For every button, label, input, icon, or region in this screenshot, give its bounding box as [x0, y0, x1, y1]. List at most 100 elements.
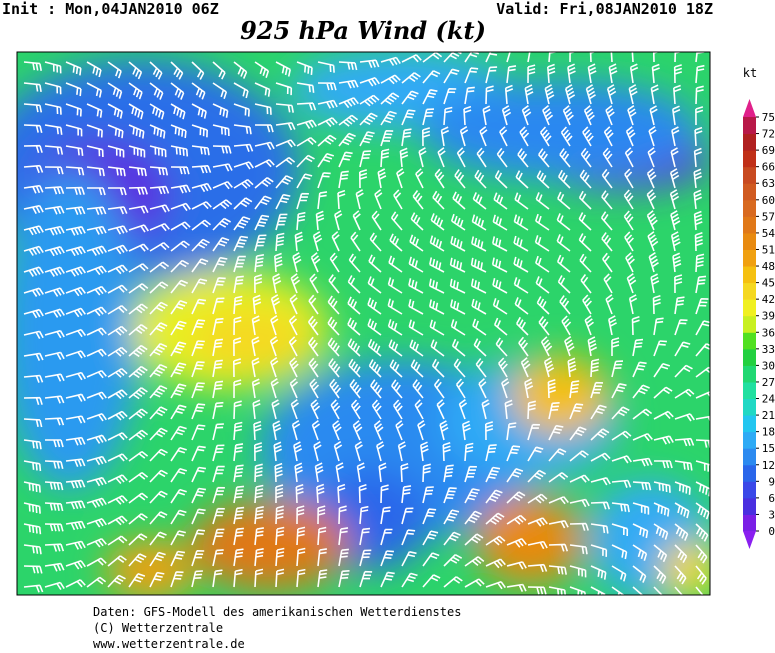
wind-barb [391, 379, 403, 399]
wind-barb [107, 145, 125, 158]
wind-barb [524, 378, 534, 399]
wind-barb [443, 553, 463, 567]
wind-barb [513, 214, 529, 231]
wind-barb [254, 234, 267, 252]
colorbar-swatch [743, 266, 756, 284]
wind-barb [605, 294, 614, 315]
wind-barb [313, 441, 322, 462]
wind-barb [128, 103, 144, 120]
wind-barb [569, 544, 588, 555]
wind-barb [233, 255, 246, 273]
wind-barb [149, 469, 168, 483]
wind-barb [254, 506, 264, 525]
wind-barb [654, 460, 673, 469]
wind-barb [309, 273, 319, 294]
wind-barb [674, 388, 695, 399]
wind-barb [338, 548, 349, 567]
wind-barb [44, 205, 65, 215]
wind-barb [378, 462, 387, 483]
wind-barb [417, 420, 426, 441]
wind-barb [270, 378, 279, 399]
wind-barb [274, 252, 283, 273]
wind-barb [632, 544, 648, 561]
wind-barb [380, 550, 394, 567]
wind-barb [674, 341, 691, 357]
colorbar-label: 18 [762, 426, 775, 439]
wind-barb [191, 424, 206, 441]
wind-barb [387, 319, 403, 336]
wind-barb [514, 297, 529, 315]
wind-barb [128, 263, 149, 273]
wind-barb [506, 445, 521, 462]
wind-barb [580, 274, 592, 294]
wind-barb [149, 166, 169, 176]
wind-barb [519, 126, 530, 147]
wind-barb [191, 124, 208, 138]
wind-barb [410, 359, 424, 378]
wind-barb [653, 502, 670, 517]
wind-barb [422, 508, 437, 525]
wind-barb [107, 410, 128, 421]
wind-barb [539, 126, 552, 147]
wind-barb [23, 418, 43, 428]
wind-barb [107, 264, 128, 275]
wind-barb [23, 481, 41, 493]
wind-barb [270, 294, 281, 315]
wind-barb [44, 395, 65, 404]
wind-barb [86, 476, 107, 487]
wind-barb [170, 467, 188, 483]
wind-barb [450, 299, 466, 315]
colorbar-label: 27 [762, 376, 775, 389]
wind-barb [86, 537, 107, 548]
wind-barb [499, 126, 508, 147]
wind-barb [400, 462, 409, 483]
wind-barb [496, 147, 508, 168]
wind-barb [506, 538, 527, 548]
wind-barb [443, 576, 463, 588]
wind-barb [518, 336, 529, 357]
wind-barb [527, 400, 536, 420]
wind-barb [513, 256, 529, 273]
wind-barb [86, 391, 107, 400]
wind-barb [647, 231, 659, 252]
wind-barb [624, 147, 634, 168]
wind-barb [149, 242, 170, 252]
wind-barb [653, 523, 669, 540]
wind-barb [492, 214, 508, 231]
wind-barb [355, 189, 364, 210]
wind-barb [433, 378, 445, 399]
wind-barb [464, 578, 485, 588]
wind-barb [356, 462, 366, 483]
wind-barb [624, 168, 634, 189]
wind-barb [359, 549, 372, 567]
wind-barb [475, 358, 487, 378]
wind-barb [548, 402, 560, 420]
wind-barb [128, 186, 148, 195]
wind-barb [128, 124, 145, 139]
wind-barb [170, 341, 187, 357]
wind-barb [401, 72, 421, 84]
wind-barb [432, 190, 445, 210]
wind-barb [275, 156, 296, 168]
colorbar-top [743, 99, 756, 117]
wind-barb [506, 514, 527, 525]
colorbar-swatch [743, 133, 756, 151]
wind-barb [491, 257, 508, 273]
wind-barb [632, 361, 647, 378]
wind-barb [328, 358, 341, 378]
wind-barb [527, 517, 548, 527]
wind-barb [191, 298, 207, 315]
colorbar-swatch [743, 332, 756, 350]
wind-barb [548, 448, 567, 462]
wind-barb [371, 399, 382, 420]
wind-barb [275, 568, 285, 588]
wind-barb [327, 295, 340, 315]
wind-barb [170, 550, 186, 567]
wind-barb [254, 214, 270, 231]
wind-barb [590, 523, 609, 534]
wind-barb [87, 187, 106, 196]
wind-barb [128, 61, 143, 80]
wind-barb [431, 358, 445, 378]
wind-barb [506, 422, 517, 441]
wind-barb [23, 374, 44, 383]
